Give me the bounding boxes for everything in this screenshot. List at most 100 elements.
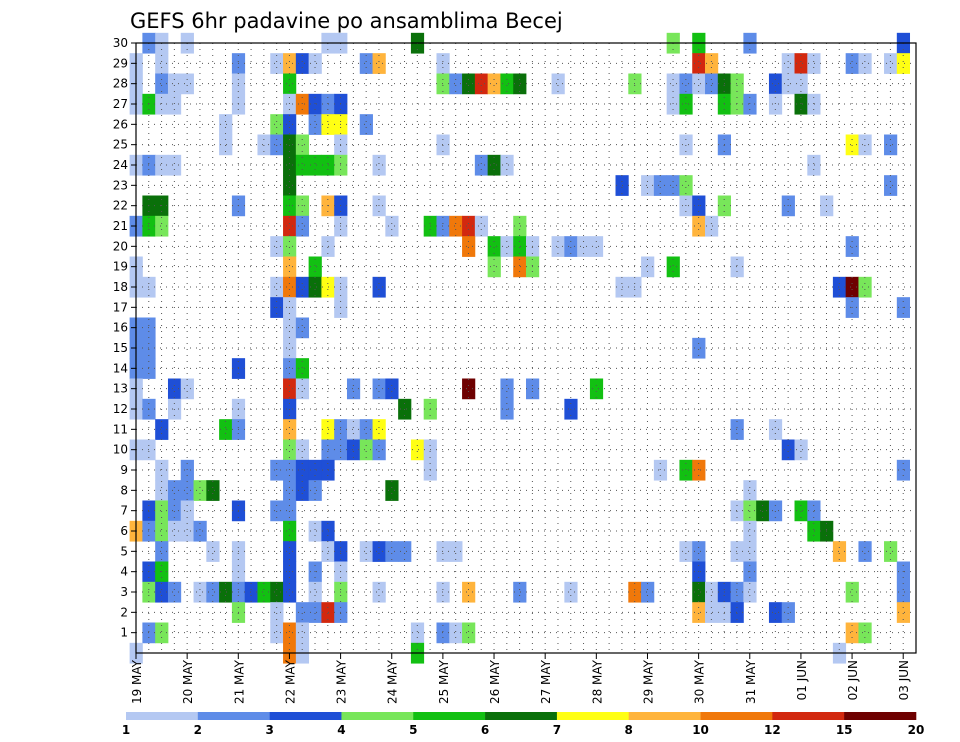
y-tick-label: 27	[113, 97, 128, 111]
heatmap-cell	[270, 134, 284, 156]
colorbar-segment	[197, 712, 270, 720]
y-tick-label: 20	[113, 239, 128, 253]
heatmap-cell	[487, 154, 501, 176]
heatmap-cell	[807, 53, 821, 74]
x-tick-label: 03 JUN	[897, 660, 911, 700]
heatmap-cell	[743, 541, 757, 562]
heatmap-cell	[359, 114, 373, 135]
heatmap-cell	[845, 581, 859, 603]
colorbar-label: 12	[764, 723, 781, 737]
heatmap-cell	[743, 581, 757, 603]
heatmap-cell	[295, 459, 310, 481]
heatmap-cell	[449, 73, 463, 95]
heatmap-cell	[385, 378, 399, 400]
colorbar-segment	[628, 712, 701, 720]
heatmap-cell	[705, 602, 719, 623]
heatmap-cell	[462, 236, 476, 257]
y-tick-label: 19	[113, 260, 128, 274]
heatmap-cell	[295, 358, 310, 379]
colorbar-label: 1	[122, 723, 130, 737]
heatmap-cell	[295, 276, 310, 298]
heatmap-cell	[295, 53, 310, 74]
heatmap-cell	[692, 215, 706, 237]
y-tick-label: 21	[113, 219, 128, 233]
heatmap-cell	[219, 581, 233, 603]
heatmap-cell	[308, 256, 322, 278]
heatmap-cell	[487, 236, 501, 257]
heatmap-cell	[705, 581, 719, 603]
colorbar-segment	[126, 712, 199, 720]
heatmap-cell	[474, 154, 489, 176]
heatmap-cell	[692, 602, 706, 623]
heatmap-cell	[270, 114, 284, 135]
heatmap-cell	[832, 541, 847, 562]
heatmap-cell	[462, 215, 476, 237]
heatmap-cell	[180, 520, 194, 542]
heatmap-cell	[845, 134, 859, 156]
heatmap-cell	[206, 541, 220, 562]
x-tick-label: 29 MAY	[641, 659, 655, 704]
heatmap-cell	[513, 73, 527, 95]
y-tick-label: 16	[113, 321, 128, 335]
heatmap-cell	[410, 622, 425, 644]
heatmap-cell	[845, 53, 859, 74]
heatmap-cell	[653, 459, 668, 481]
heatmap-cell	[270, 53, 284, 74]
heatmap-cell	[270, 622, 284, 644]
heatmap-cell	[295, 93, 310, 115]
y-tick-label: 7	[120, 504, 128, 518]
heatmap-cell	[283, 541, 297, 562]
heatmap-cell	[845, 276, 859, 298]
heatmap-cell	[295, 317, 310, 339]
heatmap-cell	[270, 276, 284, 298]
heatmap-cell	[768, 602, 783, 623]
heatmap-cell	[705, 53, 719, 74]
x-tick-label: 01 JUN	[795, 660, 809, 700]
heatmap-cell	[283, 622, 297, 644]
heatmap-cell	[283, 134, 297, 156]
heatmap-cell	[436, 53, 450, 74]
heatmap-cell	[283, 215, 297, 237]
heatmap-cell	[679, 541, 693, 562]
y-tick-label: 4	[120, 565, 128, 579]
colorbar-segment	[269, 712, 342, 720]
x-tick-label: 25 MAY	[437, 659, 451, 704]
x-tick-label: 30 MAY	[693, 659, 707, 704]
heatmap-cell	[308, 480, 322, 501]
heatmap-cell	[180, 459, 194, 481]
heatmap-cell	[845, 622, 859, 644]
heatmap-cell	[577, 236, 591, 257]
heatmap-cell	[308, 93, 322, 115]
heatmap-cell	[500, 154, 514, 176]
y-tick-label: 8	[120, 483, 128, 497]
heatmap-cell	[180, 480, 194, 501]
heatmap-cell	[219, 419, 233, 440]
y-tick-label: 15	[113, 341, 128, 355]
heatmap-cell	[308, 154, 322, 176]
heatmap-cell	[666, 73, 680, 95]
heatmap-cell	[308, 276, 322, 298]
colorbar-label: 4	[337, 723, 345, 737]
y-tick-label: 5	[120, 544, 128, 558]
y-tick-label: 6	[120, 524, 128, 538]
colorbar-segment	[485, 712, 558, 720]
colorbar-segment	[413, 712, 486, 720]
heatmap-cell	[372, 276, 386, 298]
heatmap-cell	[372, 378, 386, 400]
heatmap-cell	[193, 520, 207, 542]
y-tick-label: 10	[113, 443, 128, 457]
heatmap-cell	[666, 175, 680, 196]
y-tick-label: 2	[120, 605, 128, 619]
heatmap-cell	[410, 439, 425, 461]
heatmap-cell	[436, 541, 450, 562]
heatmap-cell	[308, 581, 322, 603]
heatmap-cell	[487, 73, 501, 95]
heatmap-cell	[884, 53, 898, 74]
heatmap-cell	[858, 134, 872, 156]
colorbar: 1 2 3 4 5 6 7 8 10 12 15 20	[122, 712, 924, 737]
heatmap-cell	[346, 439, 361, 461]
colorbar-segment	[700, 712, 773, 720]
heatmap-cell	[513, 256, 527, 278]
heatmap-cell	[257, 581, 271, 603]
colorbar-segment	[556, 712, 630, 720]
